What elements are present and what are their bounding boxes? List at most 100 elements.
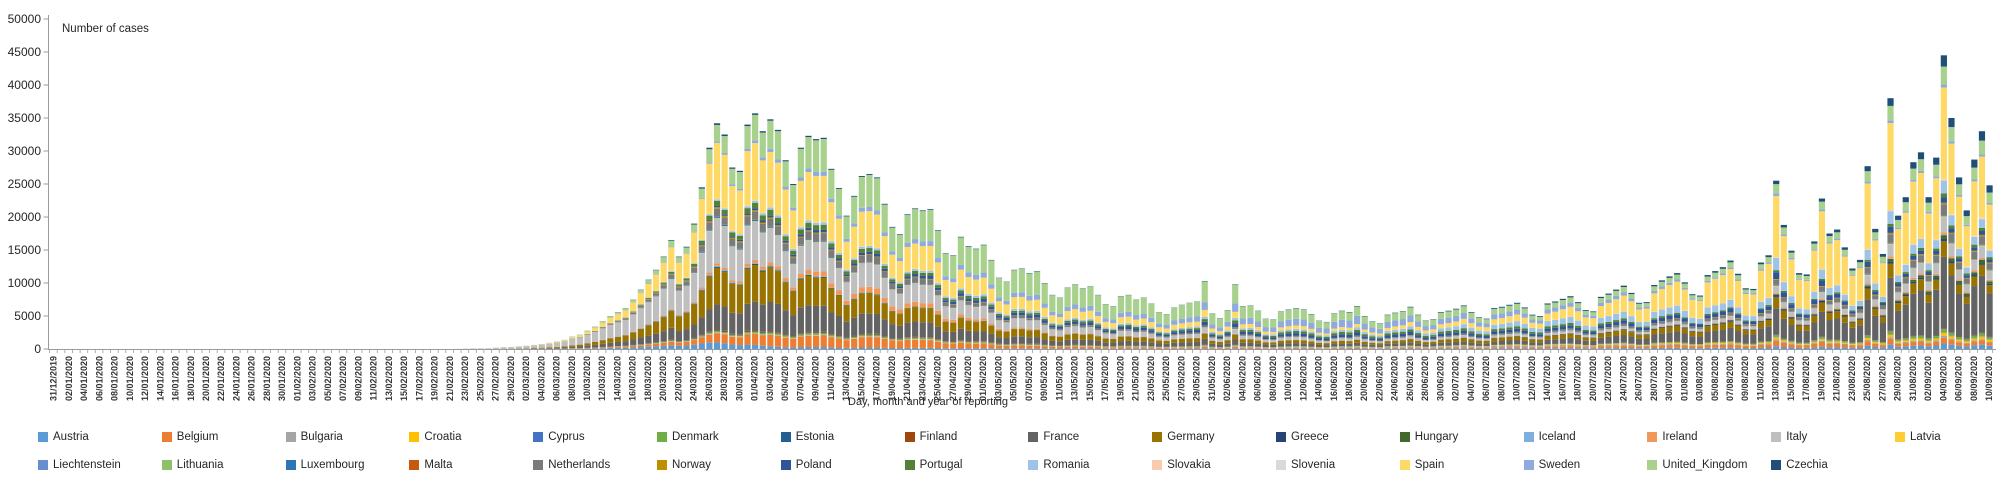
bar-day <box>553 341 561 349</box>
bar-day <box>1216 317 1224 349</box>
bar-day <box>1323 321 1330 349</box>
x-axis-date-label: 09/05/2020 <box>1039 356 1049 401</box>
x-axis-date-label: 10/03/2020 <box>582 356 592 401</box>
x-axis-date-label: 08/09/2020 <box>1969 356 1979 401</box>
legend-item-iceland: Iceland <box>1523 431 1576 443</box>
bar-day <box>660 256 667 349</box>
legend-item-hungary: Hungary <box>1399 431 1458 443</box>
bar-day <box>637 289 644 349</box>
bar-day <box>805 135 812 349</box>
bar-day <box>1879 253 1886 349</box>
x-axis-date-label: 26/07/2020 <box>1634 356 1644 401</box>
bar-day <box>973 248 980 349</box>
legend-label: Bulgaria <box>300 431 343 443</box>
bars <box>454 55 1993 349</box>
bar-day <box>1247 305 1254 349</box>
x-axis-date-label: 11/04/2020 <box>826 356 836 401</box>
bar-day <box>1018 268 1025 349</box>
x-axis-date-label: 07/08/2020 <box>1725 356 1735 401</box>
bar-day <box>736 170 743 349</box>
y-tick-label: 40000 <box>8 78 42 92</box>
bar-day <box>1834 229 1841 349</box>
x-axis-date-label: 02/03/2020 <box>521 356 531 401</box>
bar-day <box>523 345 530 349</box>
x-axis-date-label: 29/04/2020 <box>963 356 973 401</box>
bar-day <box>1940 55 1947 349</box>
bar-day <box>919 210 926 349</box>
legend-swatch-icon <box>1276 460 1286 470</box>
legend-swatch-icon <box>533 460 544 470</box>
x-axis-date-label: 27/08/2020 <box>1877 356 1887 401</box>
x-axis-date-label: 16/03/2020 <box>628 356 638 401</box>
bar-day <box>561 339 568 349</box>
x-axis-date-label: 23/05/2020 <box>1146 356 1156 401</box>
bar-day <box>1277 311 1285 349</box>
x-axis-date-label: 14/06/2020 <box>1314 356 1324 401</box>
x-axis-date-label: 05/08/2020 <box>1710 356 1720 401</box>
legend-item-united_kingdom: United_Kingdom <box>1647 459 1747 471</box>
bar-day <box>1293 308 1300 349</box>
bar-day <box>873 177 881 349</box>
legend-item-malta: Malta <box>409 459 453 471</box>
x-axis-date-label: 02/07/2020 <box>1451 356 1461 401</box>
x-axis-date-label: 28/03/2020 <box>719 356 729 401</box>
x-axis-date-label: 22/07/2020 <box>1603 356 1613 401</box>
legend-label: Denmark <box>672 431 719 443</box>
legend-item-czechia: Czechia <box>1771 459 1828 471</box>
legend-label: France <box>1043 431 1080 443</box>
bar-day <box>1422 320 1429 349</box>
x-axis-date-label: 15/05/2020 <box>1085 356 1095 401</box>
bar-day <box>1864 166 1871 349</box>
bar-day <box>1445 310 1452 349</box>
x-axis-date-label: 13/02/2020 <box>384 356 394 401</box>
legend-item-netherlands: Netherlands <box>533 459 610 471</box>
x-axis-date-label: 15/04/2020 <box>856 356 866 401</box>
bar-day <box>1971 159 1978 349</box>
x-axis-date-label: 24/06/2020 <box>1390 356 1400 401</box>
bar-day <box>896 234 904 349</box>
bar-day <box>592 326 599 349</box>
bar-day <box>1171 307 1178 349</box>
bar-day <box>645 279 652 349</box>
bar-day <box>508 346 515 349</box>
x-axis-date-label: 22/06/2020 <box>1375 356 1385 401</box>
bar-day <box>576 334 583 349</box>
x-axis-date-label: 06/09/2020 <box>1954 356 1964 401</box>
bar-day <box>1559 298 1566 349</box>
x-axis-date-label: 12/07/2020 <box>1527 356 1537 401</box>
bar-day <box>1841 247 1848 349</box>
x-axis-date-label: 14/07/2020 <box>1542 356 1552 401</box>
x-axis-date-label: 17/05/2020 <box>1100 356 1110 401</box>
bar-day <box>820 137 827 349</box>
bar-day <box>767 119 774 349</box>
bar-day <box>729 167 736 349</box>
legend-swatch-icon <box>1028 460 1039 470</box>
legend-swatch-icon <box>1152 432 1163 442</box>
legend-swatch-icon <box>1276 432 1286 442</box>
bar-day <box>1651 284 1658 349</box>
x-axis-date-label: 05/02/2020 <box>323 356 333 401</box>
legend-swatch-icon <box>1771 432 1782 442</box>
legend-label: Luxembourg <box>300 459 365 471</box>
y-tick-label: 10000 <box>8 276 42 290</box>
bar-day <box>1681 282 1688 349</box>
x-axis-date-label: 03/02/2020 <box>308 356 318 401</box>
legend-swatch-icon <box>409 432 420 442</box>
legend-label: Romania <box>1043 459 1090 471</box>
bar-day <box>1308 314 1315 349</box>
x-axis-date-label: 29/05/2020 <box>1192 356 1202 401</box>
bar-day <box>1765 255 1772 349</box>
bar-day <box>988 259 995 349</box>
x-axis-date-label: 19/08/2020 <box>1816 356 1826 401</box>
legend-item-poland: Poland <box>780 459 832 471</box>
x-axis-date-label: 19/05/2020 <box>1115 356 1125 401</box>
bar-day <box>1963 210 1970 349</box>
x-axis-date-label: 19/02/2020 <box>430 356 440 401</box>
bar-day <box>1521 307 1528 349</box>
bar-day <box>1856 259 1864 349</box>
legend-item-germany: Germany <box>1152 431 1214 443</box>
legend-item-austria: Austria <box>38 431 89 443</box>
bar-day <box>851 195 858 349</box>
legend-swatch-icon <box>1152 460 1163 470</box>
